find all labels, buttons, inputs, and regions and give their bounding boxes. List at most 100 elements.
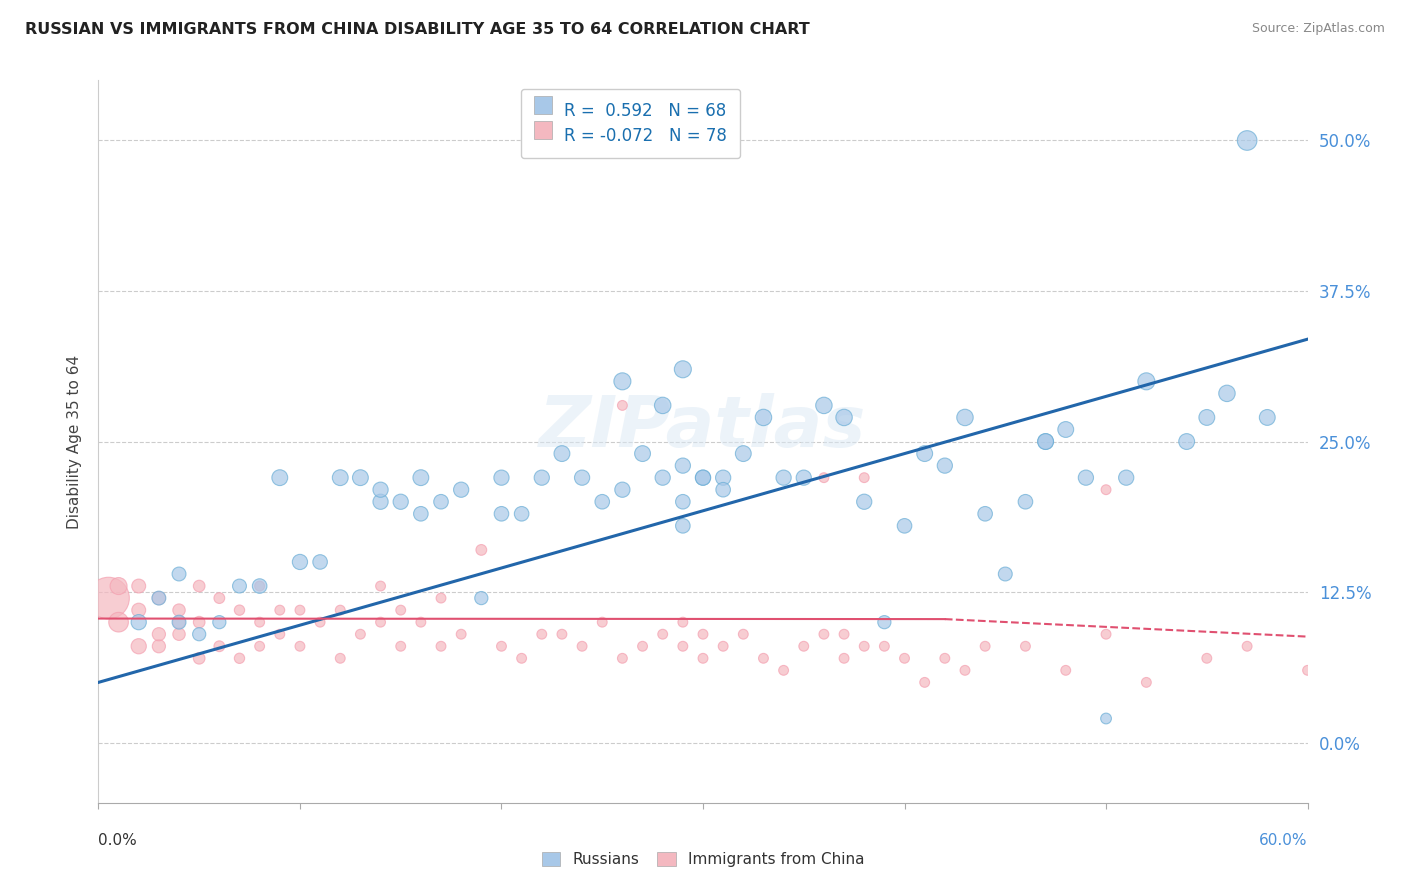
- Point: [389, 494, 412, 508]
- Point: [530, 471, 553, 485]
- Point: [430, 639, 453, 653]
- Point: [1175, 434, 1198, 449]
- Point: [953, 664, 976, 678]
- Point: [107, 579, 129, 593]
- Point: [591, 615, 613, 630]
- Point: [208, 615, 231, 630]
- Point: [269, 627, 291, 641]
- Point: [793, 639, 815, 653]
- Point: [208, 639, 231, 653]
- Point: [853, 639, 876, 653]
- Point: [167, 615, 190, 630]
- Point: [510, 651, 533, 665]
- Point: [370, 579, 392, 593]
- Point: [551, 447, 574, 461]
- Point: [672, 362, 695, 376]
- Point: [288, 639, 311, 653]
- Point: [167, 627, 190, 641]
- Point: [450, 483, 472, 497]
- Point: [1135, 375, 1157, 389]
- Point: [228, 603, 250, 617]
- Point: [430, 494, 453, 508]
- Point: [309, 555, 332, 569]
- Point: [1054, 423, 1077, 437]
- Point: [148, 627, 170, 641]
- Point: [1216, 386, 1239, 401]
- Point: [249, 639, 271, 653]
- Point: [612, 651, 634, 665]
- Y-axis label: Disability Age 35 to 64: Disability Age 35 to 64: [67, 354, 83, 529]
- Point: [571, 471, 593, 485]
- Point: [491, 639, 513, 653]
- Point: [1296, 664, 1319, 678]
- Point: [752, 410, 775, 425]
- Point: [1074, 471, 1097, 485]
- Point: [97, 591, 120, 606]
- Point: [389, 639, 412, 653]
- Point: [450, 627, 472, 641]
- Point: [188, 651, 211, 665]
- Point: [1236, 133, 1258, 147]
- Point: [711, 639, 734, 653]
- Point: [692, 627, 714, 641]
- Point: [269, 603, 291, 617]
- Point: [711, 483, 734, 497]
- Point: [733, 447, 755, 461]
- Point: [893, 519, 915, 533]
- Point: [934, 458, 956, 473]
- Point: [893, 651, 915, 665]
- Point: [228, 651, 250, 665]
- Point: [491, 471, 513, 485]
- Point: [651, 627, 673, 641]
- Point: [793, 471, 815, 485]
- Point: [1195, 410, 1218, 425]
- Point: [1195, 651, 1218, 665]
- Legend: Russians, Immigrants from China: Russians, Immigrants from China: [534, 845, 872, 875]
- Point: [128, 579, 150, 593]
- Point: [1035, 434, 1057, 449]
- Point: [631, 639, 654, 653]
- Text: 60.0%: 60.0%: [1260, 833, 1308, 848]
- Point: [389, 603, 412, 617]
- Point: [491, 507, 513, 521]
- Point: [249, 615, 271, 630]
- Point: [1095, 483, 1118, 497]
- Point: [370, 494, 392, 508]
- Point: [510, 507, 533, 521]
- Point: [1014, 494, 1036, 508]
- Point: [772, 471, 794, 485]
- Point: [832, 651, 855, 665]
- Point: [772, 664, 794, 678]
- Point: [409, 507, 432, 521]
- Point: [1115, 471, 1137, 485]
- Point: [813, 627, 835, 641]
- Point: [692, 471, 714, 485]
- Point: [914, 675, 936, 690]
- Point: [994, 567, 1017, 582]
- Point: [672, 615, 695, 630]
- Point: [167, 603, 190, 617]
- Point: [329, 471, 352, 485]
- Point: [107, 615, 129, 630]
- Point: [370, 615, 392, 630]
- Point: [530, 627, 553, 641]
- Point: [148, 591, 170, 606]
- Point: [672, 494, 695, 508]
- Point: [249, 579, 271, 593]
- Point: [631, 447, 654, 461]
- Point: [914, 447, 936, 461]
- Point: [692, 471, 714, 485]
- Point: [349, 471, 371, 485]
- Point: [813, 471, 835, 485]
- Point: [672, 458, 695, 473]
- Point: [188, 579, 211, 593]
- Point: [551, 627, 574, 641]
- Point: [1014, 639, 1036, 653]
- Point: [672, 519, 695, 533]
- Point: [1054, 664, 1077, 678]
- Point: [832, 410, 855, 425]
- Point: [752, 651, 775, 665]
- Point: [148, 591, 170, 606]
- Point: [692, 651, 714, 665]
- Point: [873, 615, 896, 630]
